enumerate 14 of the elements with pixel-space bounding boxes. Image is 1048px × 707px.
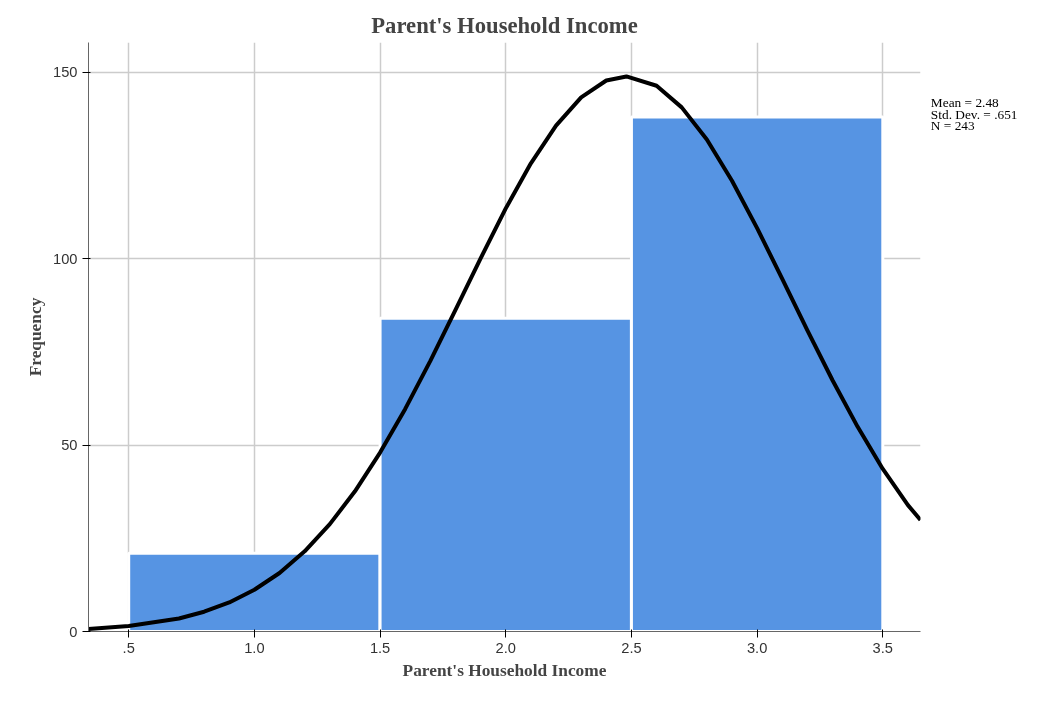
y-tick-label: 100 bbox=[53, 250, 78, 267]
x-tick-label: 2.5 bbox=[621, 639, 642, 656]
x-tick-label: 3.5 bbox=[872, 639, 893, 656]
x-tick-label: .5 bbox=[122, 639, 135, 656]
x-axis-title: Parent's Household Income bbox=[402, 660, 607, 680]
chart-title: Parent's Household Income bbox=[371, 12, 638, 38]
x-tick-label: 3.0 bbox=[746, 639, 768, 656]
y-tick-label: 50 bbox=[61, 437, 78, 454]
x-tick-label: 2.0 bbox=[495, 639, 516, 656]
y-tick-label: 0 bbox=[69, 623, 78, 640]
x-tick-label: 1.5 bbox=[369, 639, 391, 656]
y-axis-title: Frequency bbox=[26, 297, 46, 377]
y-tick-label: 150 bbox=[53, 64, 78, 81]
x-tick-label: 1.0 bbox=[244, 639, 265, 656]
